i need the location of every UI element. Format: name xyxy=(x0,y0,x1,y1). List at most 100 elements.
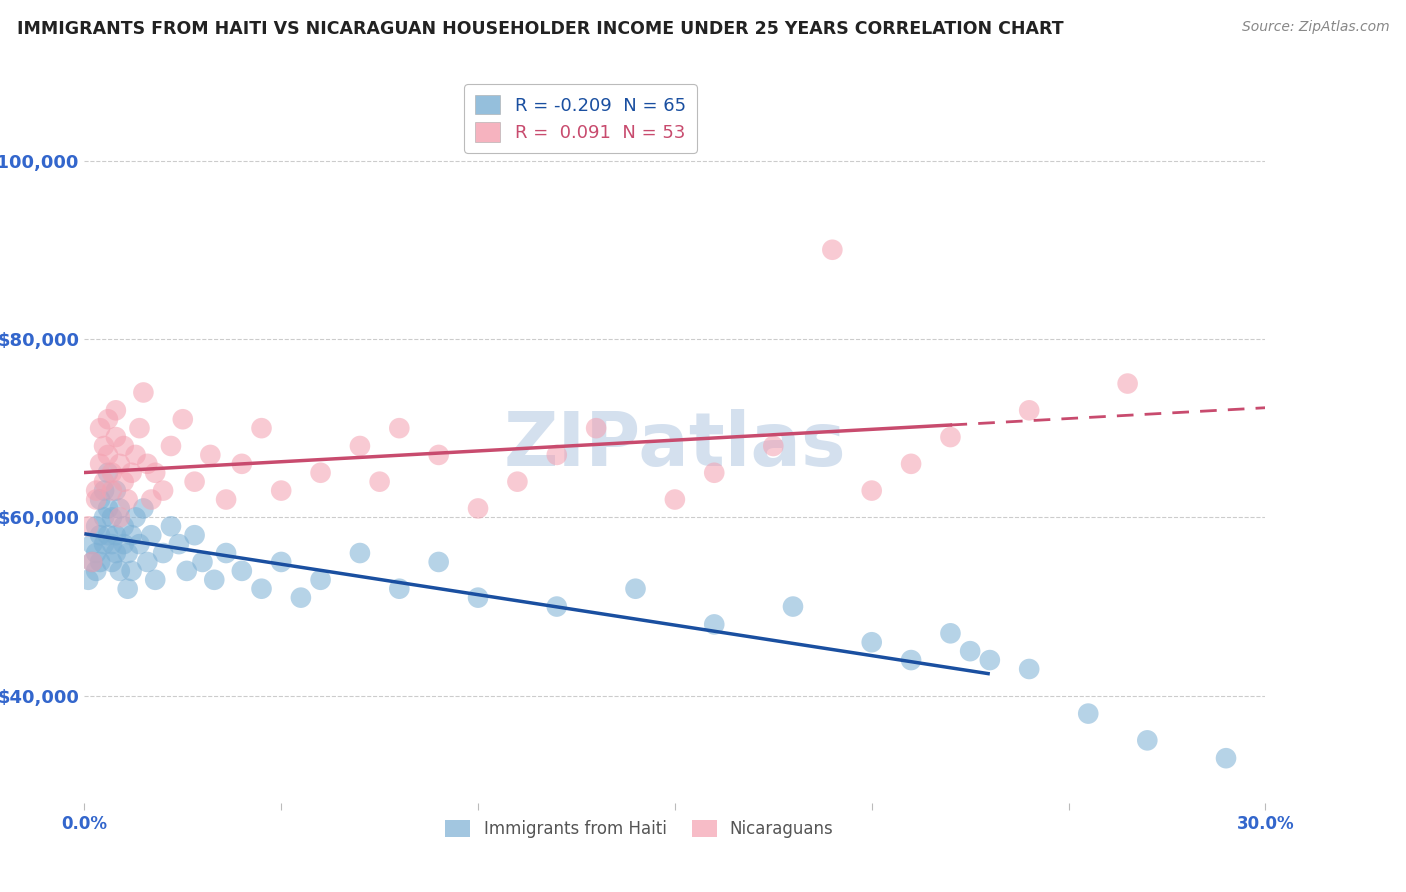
Point xyxy=(136,555,159,569)
Point xyxy=(97,501,120,516)
Legend: Immigrants from Haiti, Nicaraguans: Immigrants from Haiti, Nicaraguans xyxy=(439,813,841,845)
Point xyxy=(93,439,115,453)
Point xyxy=(84,492,107,507)
Point xyxy=(93,475,115,489)
Point xyxy=(821,243,844,257)
Point xyxy=(900,457,922,471)
Point xyxy=(97,412,120,426)
Point xyxy=(467,591,489,605)
Point xyxy=(546,599,568,614)
Point xyxy=(959,644,981,658)
Point xyxy=(762,439,785,453)
Point xyxy=(388,421,411,435)
Point xyxy=(388,582,411,596)
Point xyxy=(141,492,163,507)
Point xyxy=(215,546,238,560)
Point xyxy=(270,555,292,569)
Point xyxy=(1136,733,1159,747)
Point xyxy=(900,653,922,667)
Point xyxy=(124,448,146,462)
Point xyxy=(939,626,962,640)
Point xyxy=(89,421,111,435)
Point xyxy=(231,564,253,578)
Point xyxy=(664,492,686,507)
Point xyxy=(97,528,120,542)
Point xyxy=(128,421,150,435)
Point xyxy=(101,555,124,569)
Point xyxy=(152,546,174,560)
Point xyxy=(117,546,139,560)
Point xyxy=(124,510,146,524)
Point xyxy=(427,555,450,569)
Point xyxy=(546,448,568,462)
Point xyxy=(1018,403,1040,417)
Point xyxy=(183,528,205,542)
Point xyxy=(82,555,104,569)
Point xyxy=(84,564,107,578)
Point xyxy=(77,519,100,533)
Point xyxy=(200,448,222,462)
Point xyxy=(101,537,124,551)
Point xyxy=(89,492,111,507)
Text: ZIPatlas: ZIPatlas xyxy=(503,409,846,483)
Point xyxy=(270,483,292,498)
Point xyxy=(467,501,489,516)
Point xyxy=(782,599,804,614)
Point xyxy=(215,492,238,507)
Point xyxy=(1018,662,1040,676)
Point xyxy=(1116,376,1139,391)
Point xyxy=(112,475,135,489)
Point xyxy=(121,564,143,578)
Point xyxy=(82,537,104,551)
Point xyxy=(108,457,131,471)
Point xyxy=(89,555,111,569)
Point xyxy=(128,537,150,551)
Point xyxy=(101,510,124,524)
Point xyxy=(506,475,529,489)
Point xyxy=(349,439,371,453)
Point xyxy=(117,492,139,507)
Point xyxy=(84,483,107,498)
Point xyxy=(1077,706,1099,721)
Point xyxy=(93,537,115,551)
Point xyxy=(152,483,174,498)
Point xyxy=(84,519,107,533)
Point xyxy=(108,564,131,578)
Point xyxy=(860,635,883,649)
Point xyxy=(143,466,166,480)
Point xyxy=(309,573,332,587)
Point xyxy=(703,466,725,480)
Point xyxy=(167,537,190,551)
Point xyxy=(160,439,183,453)
Point xyxy=(1215,751,1237,765)
Point xyxy=(108,510,131,524)
Point xyxy=(703,617,725,632)
Point xyxy=(101,483,124,498)
Point xyxy=(97,466,120,480)
Point xyxy=(132,385,155,400)
Point xyxy=(112,537,135,551)
Point xyxy=(112,519,135,533)
Point xyxy=(979,653,1001,667)
Point xyxy=(290,591,312,605)
Text: IMMIGRANTS FROM HAITI VS NICARAGUAN HOUSEHOLDER INCOME UNDER 25 YEARS CORRELATIO: IMMIGRANTS FROM HAITI VS NICARAGUAN HOUS… xyxy=(17,20,1063,37)
Point xyxy=(104,528,127,542)
Point xyxy=(250,421,273,435)
Point xyxy=(108,501,131,516)
Point xyxy=(89,528,111,542)
Point xyxy=(121,528,143,542)
Point xyxy=(117,582,139,596)
Point xyxy=(585,421,607,435)
Point xyxy=(82,555,104,569)
Point xyxy=(97,448,120,462)
Point xyxy=(183,475,205,489)
Point xyxy=(309,466,332,480)
Point xyxy=(141,528,163,542)
Point xyxy=(77,573,100,587)
Point xyxy=(104,403,127,417)
Point xyxy=(104,483,127,498)
Point xyxy=(104,546,127,560)
Point xyxy=(104,430,127,444)
Point xyxy=(349,546,371,560)
Point xyxy=(101,466,124,480)
